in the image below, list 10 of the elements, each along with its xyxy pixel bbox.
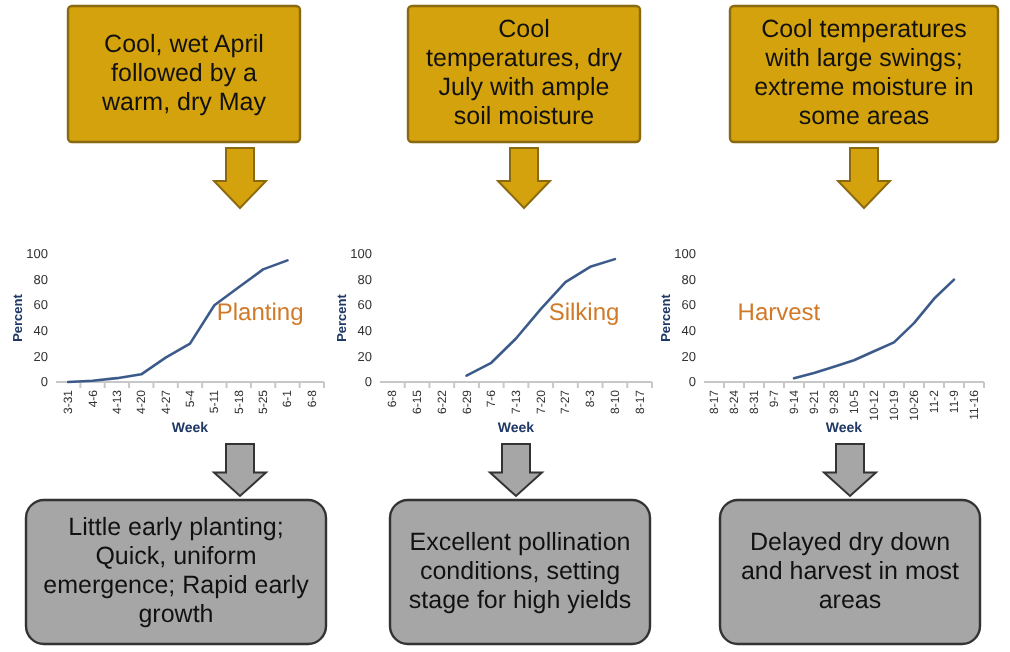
line-series	[465, 257, 617, 377]
text: Delayed dry down and harvest in most areas	[740, 527, 961, 614]
text: Cool temperatures with large swings; extreme moisture in some areas	[754, 15, 974, 131]
text: Harvest	[737, 298, 822, 326]
text: Excellent pollination conditions, setting stage for high yields	[408, 527, 632, 614]
text: Planting	[216, 298, 304, 326]
text: Little early planting; Quick, uniform emergence; Rapid early growth	[43, 513, 311, 629]
text: Cool, wet April followed by a warm, dry May	[100, 29, 268, 116]
text: Cool temperatures, dry July with ample soil moisture	[426, 15, 624, 131]
text: Silking	[548, 298, 620, 326]
